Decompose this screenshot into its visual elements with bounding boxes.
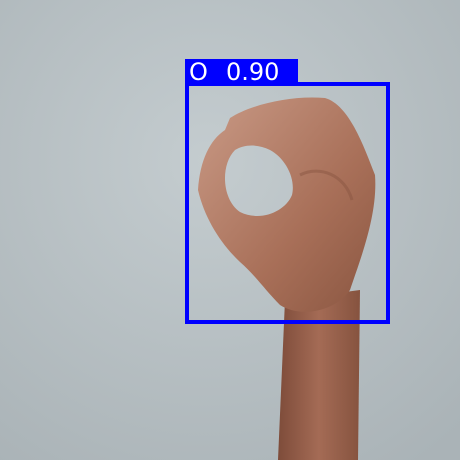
knuckle-shade	[299, 169, 354, 201]
arm	[278, 290, 360, 460]
detection-label: O	[189, 58, 208, 86]
detection-confidence: 0.90	[226, 58, 279, 86]
hand	[198, 97, 376, 312]
label-background	[185, 59, 298, 85]
